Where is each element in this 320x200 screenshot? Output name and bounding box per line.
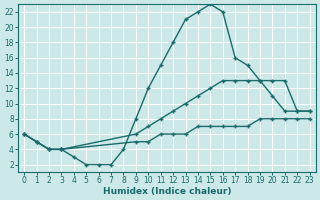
X-axis label: Humidex (Indice chaleur): Humidex (Indice chaleur)	[103, 187, 231, 196]
